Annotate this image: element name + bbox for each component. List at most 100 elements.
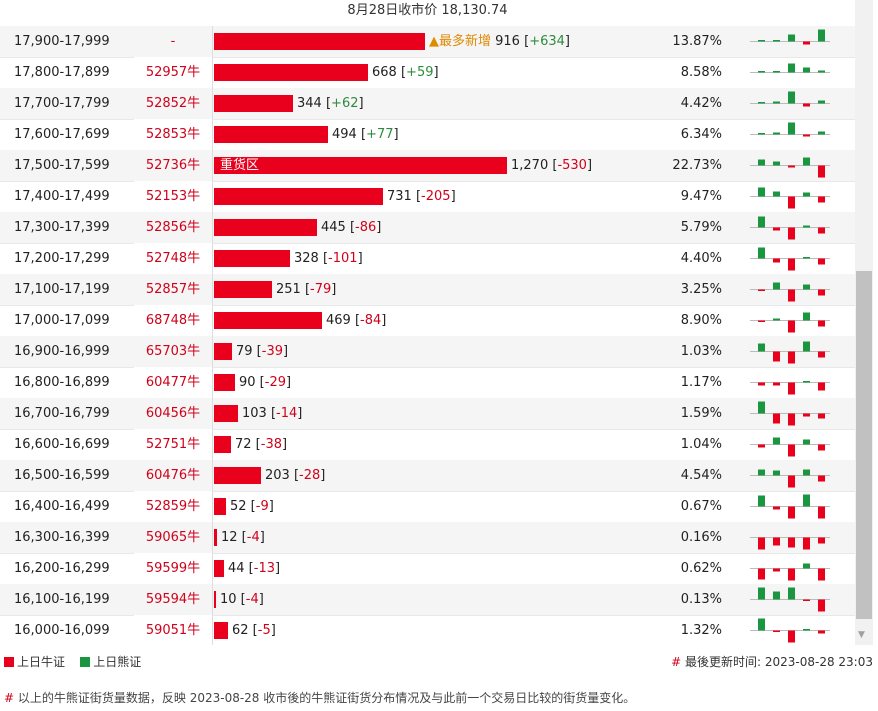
bull-code-link[interactable]: 52748牛 [134, 243, 213, 274]
ladder-row[interactable]: 16,700-16,799 60456牛 103 [-14] 1.59% [0, 398, 855, 430]
footnote: # 以上的牛熊证街货量数据，反映 2023-08-28 收市後的牛熊证街货分布情… [4, 690, 635, 706]
ladder-row[interactable]: 17,500-17,599 52736牛 重货区 1,270 [-530] 22.73% [0, 150, 855, 182]
bull-code-link[interactable]: 52857牛 [134, 274, 213, 305]
volume-label: 344 [+62] [297, 96, 364, 111]
ladder-row[interactable]: 16,500-16,599 60476牛 203 [-28] 4.54% [0, 460, 855, 492]
share-percent: 8.90% [680, 313, 722, 328]
volume-label: ▲最多新增 916 [+634] [429, 34, 570, 49]
change-sparkline [750, 157, 830, 178]
bull-code-link[interactable]: 65703牛 [134, 336, 213, 367]
volume-delta: -5 [257, 623, 271, 638]
bull-code-link[interactable]: 59051牛 [134, 615, 213, 645]
ladder-row[interactable]: 16,300-16,399 59065牛 12 [-4] 0.16% [0, 522, 855, 554]
bull-code-link[interactable]: 60456牛 [134, 398, 213, 429]
sparkline-bar [773, 351, 780, 362]
volume-label: 90 [-29] [239, 375, 292, 390]
share-percent: 1.32% [680, 623, 722, 638]
heavy-zone-label: 重货区 [220, 158, 260, 173]
ladder-row[interactable]: 17,100-17,199 52857牛 251 [-79] 3.25% [0, 274, 855, 306]
volume-bar [214, 498, 226, 515]
scroll-down-icon[interactable]: ▼ [858, 630, 865, 640]
sparkline-bar [788, 63, 795, 73]
bull-code-link[interactable]: 59599牛 [134, 553, 213, 584]
volume-delta: +634 [529, 34, 565, 49]
sparkline-bar [788, 444, 795, 457]
sparkline-bar [788, 320, 795, 333]
ladder-row[interactable]: 17,800-17,899 52957牛 668 [+59] 8.58% [0, 57, 855, 89]
price-range: 16,400-16,499 [14, 499, 110, 514]
bull-code-link[interactable]: 52957牛 [134, 57, 213, 88]
sparkline-bar [803, 341, 810, 352]
volume-bar [214, 436, 231, 453]
sparkline-bar [818, 599, 825, 612]
change-sparkline [750, 381, 830, 395]
sparkline-bar [788, 227, 795, 240]
price-range: 16,300-16,399 [14, 530, 110, 545]
bull-code-link[interactable]: 59594牛 [134, 584, 213, 615]
sparkline-bar [788, 122, 795, 135]
volume-bar [214, 405, 238, 422]
ladder-row[interactable]: 16,600-16,699 52751牛 72 [-38] 1.04% [0, 429, 855, 461]
volume-delta: -86 [355, 220, 377, 235]
price-range: 16,200-16,299 [14, 561, 110, 576]
bull-code-link[interactable]: - [134, 26, 213, 57]
bull-code-link[interactable]: 68748牛 [134, 305, 213, 336]
ladder-row[interactable]: 16,200-16,299 59599牛 44 [-13] 0.62% [0, 553, 855, 585]
bull-code-link[interactable]: 52153牛 [134, 181, 213, 212]
bull-code-link[interactable]: 52736牛 [134, 150, 213, 181]
ladder-row[interactable]: 16,000-16,099 59051牛 62 [-5] 1.32% [0, 615, 855, 645]
bull-code-link[interactable]: 52852牛 [134, 88, 213, 119]
price-range: 16,000-16,099 [14, 623, 110, 638]
change-sparkline [750, 587, 830, 612]
bull-code-link[interactable]: 60476牛 [134, 460, 213, 491]
bull-code-link[interactable]: 52853牛 [134, 119, 213, 150]
sparkline-bar [788, 630, 795, 643]
sparkline-bar [758, 618, 765, 631]
price-range: 17,300-17,399 [14, 220, 110, 235]
ladder-row[interactable]: 17,900-17,999 - ▲最多新增 916 [+634] 13.87% [0, 26, 855, 58]
volume-bar [214, 250, 290, 267]
price-range: 16,100-16,199 [14, 592, 110, 607]
ladder-row[interactable]: 17,000-17,099 68748牛 469 [-84] 8.90% [0, 305, 855, 337]
sparkline-bar [758, 102, 765, 104]
volume-label: 79 [-39] [236, 344, 289, 359]
bull-code-link[interactable]: 59065牛 [134, 522, 213, 553]
sparkline-bar [818, 227, 825, 234]
change-sparkline [750, 312, 830, 333]
bull-code-link[interactable]: 52751牛 [134, 429, 213, 460]
sparkline-bar [803, 257, 810, 259]
ladder-row[interactable]: 16,800-16,899 60477牛 90 [-29] 1.17% [0, 367, 855, 399]
bull-code-link[interactable]: 52859牛 [134, 491, 213, 522]
price-range: 16,900-16,999 [14, 344, 110, 359]
volume-count: 72 [235, 437, 252, 452]
volume-label: 494 [+77] [332, 127, 399, 142]
bull-code-link[interactable]: 60477牛 [134, 367, 213, 398]
sparkline-bar [773, 470, 780, 476]
sparkline-bar [773, 437, 780, 445]
sparkline-bar [803, 563, 810, 569]
ladder-panel: 8月28日收市价 18,130.74 17,900-17,999 - ▲最多新增 9… [0, 0, 856, 645]
volume-label: 44 [-13] [228, 561, 281, 576]
ladder-row[interactable]: 17,200-17,299 52748牛 328 [-101] 4.40% [0, 243, 855, 275]
sparkline-bar [788, 568, 795, 581]
volume-bar [214, 343, 232, 360]
ladder-row[interactable]: 16,100-16,199 59594牛 10 [-4] 0.13% [0, 584, 855, 616]
last-updated: # 最後更新时间: 2023-08-28 23:03 [671, 654, 873, 670]
sparkline-bar [773, 191, 780, 197]
ladder-row[interactable]: 17,700-17,799 52852牛 344 [+62] 4.42% [0, 88, 855, 120]
sparkline-bar [803, 284, 810, 290]
ladder-row[interactable]: 17,400-17,499 52153牛 731 [-205] 9.47% [0, 181, 855, 213]
ladder-row[interactable]: 16,400-16,499 52859牛 52 [-9] 0.67% [0, 491, 855, 523]
share-percent: 13.87% [672, 34, 722, 49]
volume-count: 344 [297, 96, 322, 111]
scrollbar-thumb[interactable] [856, 271, 872, 619]
ladder-row[interactable]: 17,600-17,699 52853牛 494 [+77] 6.34% [0, 119, 855, 151]
bull-code-link[interactable]: 52856牛 [134, 212, 213, 243]
sparkline-bar [773, 101, 780, 104]
volume-bar [214, 374, 235, 391]
ladder-row[interactable]: 17,300-17,399 52856牛 445 [-86] 5.79% [0, 212, 855, 244]
volume-bar [214, 126, 328, 143]
sparkline-bar [758, 71, 765, 73]
share-percent: 1.03% [680, 344, 722, 359]
ladder-row[interactable]: 16,900-16,999 65703牛 79 [-39] 1.03% [0, 336, 855, 368]
